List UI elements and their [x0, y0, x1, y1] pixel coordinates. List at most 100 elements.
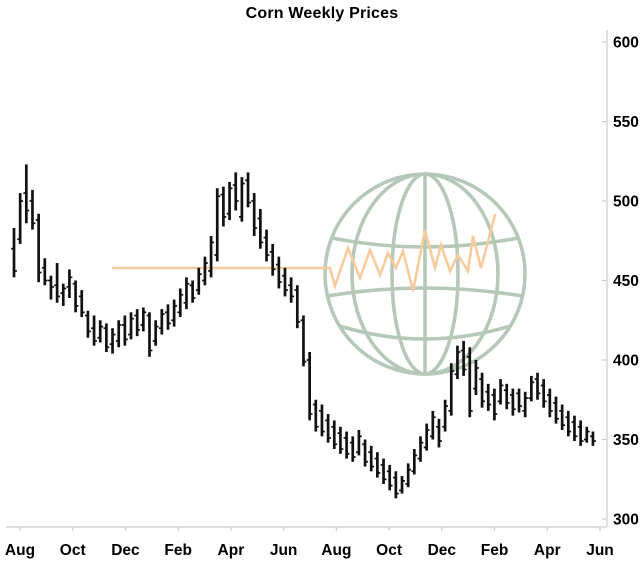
price-bar	[546, 388, 553, 418]
price-bar	[60, 283, 67, 306]
y-tick-label: 600	[613, 35, 639, 52]
price-bar	[177, 288, 184, 318]
x-tick-label: Dec	[428, 542, 457, 559]
price-bar	[503, 383, 510, 410]
price-bar	[152, 320, 159, 346]
price-bar	[109, 328, 116, 354]
price-bar	[300, 315, 307, 367]
price-bar	[48, 275, 54, 300]
y-tick-label: 350	[613, 432, 639, 449]
price-bar	[491, 388, 498, 421]
price-bar	[485, 383, 492, 411]
price-bar	[263, 229, 270, 262]
x-tick-label: Aug	[321, 542, 351, 559]
price-bar	[319, 404, 325, 437]
price-bar	[23, 164, 30, 224]
price-bar	[115, 320, 122, 348]
x-tick-label: Oct	[60, 542, 86, 559]
price-bar	[91, 315, 97, 346]
y-tick-label: 450	[613, 273, 639, 290]
price-bar	[417, 436, 424, 462]
price-bar	[386, 464, 393, 491]
x-tick-label: Oct	[376, 542, 402, 559]
price-bar	[158, 309, 165, 335]
price-bar	[35, 213, 42, 283]
price-bar	[214, 188, 221, 262]
price-bar	[559, 404, 566, 430]
price-bar	[257, 208, 264, 249]
y-tick-label: 500	[613, 194, 639, 211]
price-bar	[134, 309, 141, 337]
price-bar	[337, 426, 344, 454]
x-tick-label: Aug	[5, 542, 35, 559]
price-bar	[571, 415, 578, 442]
price-bar	[374, 452, 381, 478]
price-bar	[97, 320, 104, 343]
price-bar	[269, 243, 276, 276]
price-bar	[540, 379, 547, 408]
x-tick-label: Feb	[481, 542, 509, 559]
price-bar	[553, 396, 559, 424]
price-bar	[522, 391, 529, 418]
price-bar	[103, 323, 110, 353]
price-bar	[590, 431, 596, 446]
chart-title: Corn Weekly Prices	[245, 5, 399, 22]
x-tick-label: Apr	[534, 542, 561, 559]
price-bar	[411, 449, 418, 475]
x-tick-label: Jun	[586, 542, 614, 559]
price-bar	[466, 347, 473, 418]
price-bar	[208, 235, 214, 278]
price-bar	[460, 340, 467, 376]
price-bar	[288, 277, 295, 303]
price-bar	[392, 471, 399, 499]
y-tick-label: 300	[613, 512, 639, 529]
price-bar	[165, 304, 171, 330]
price-bar	[66, 269, 73, 298]
price-bar	[368, 445, 375, 472]
price-bar	[497, 379, 504, 405]
price-bar	[121, 315, 128, 346]
price-bar	[312, 399, 319, 432]
price-bar	[220, 186, 227, 227]
y-tick-label: 400	[613, 353, 639, 370]
price-bar	[238, 177, 245, 222]
price-bar	[534, 372, 541, 400]
price-bar	[343, 431, 350, 459]
price-bar	[226, 181, 233, 221]
price-bar	[429, 410, 436, 440]
price-bar	[509, 388, 516, 416]
price-bar	[189, 280, 196, 303]
price-bar	[195, 267, 202, 295]
price-bar	[54, 263, 61, 303]
price-bar	[473, 360, 479, 395]
x-tick-label: Apr	[218, 542, 245, 559]
price-bar	[436, 418, 442, 448]
price-bar	[128, 312, 134, 340]
price-bar	[331, 420, 338, 450]
price-bar	[183, 277, 190, 310]
price-bar	[583, 426, 590, 443]
price-bar	[282, 267, 288, 297]
price-bar	[17, 193, 24, 244]
price-bar	[454, 345, 461, 380]
price-bar	[325, 414, 332, 443]
price-bar	[479, 372, 485, 408]
price-bar	[140, 307, 147, 332]
price-bar	[72, 280, 79, 313]
x-tick-label: Jun	[270, 542, 298, 559]
price-bar	[423, 423, 430, 451]
price-bar	[349, 436, 356, 462]
globe-watermark-icon	[323, 172, 527, 376]
price-bar	[442, 399, 449, 432]
axes-layer	[6, 30, 608, 528]
price-bar	[202, 256, 208, 286]
price-bar	[405, 463, 412, 488]
price-bar	[11, 228, 17, 278]
price-bars-layer	[11, 164, 596, 499]
price-bar	[528, 375, 535, 402]
price-bar	[41, 258, 48, 286]
price-bar	[399, 476, 405, 494]
price-bar	[565, 410, 572, 437]
